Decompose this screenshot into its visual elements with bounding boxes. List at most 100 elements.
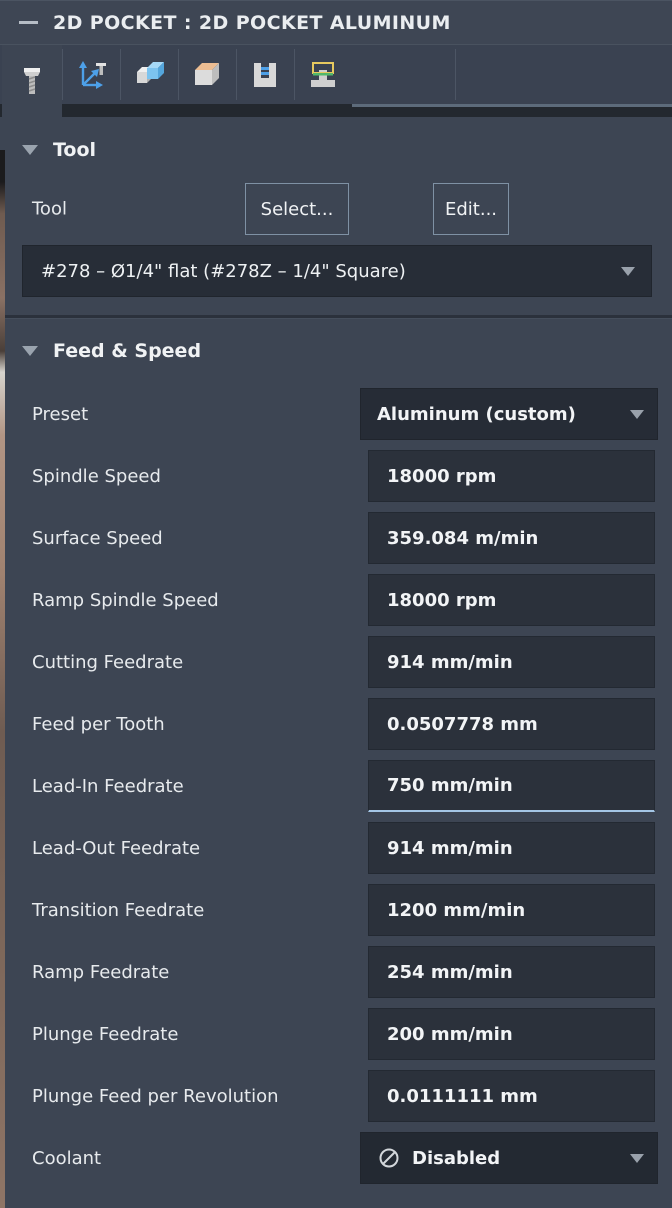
chevron-down-icon	[630, 1153, 644, 1163]
collapse-triangle-icon	[22, 346, 38, 356]
dropdown-text: Aluminum (custom)	[377, 403, 576, 425]
field-row: Plunge Feedrate 200 mm/min	[0, 1008, 672, 1060]
value-dropdown[interactable]: Aluminum (custom)	[360, 388, 658, 440]
value-text: 200 mm/min	[387, 1023, 513, 1045]
value-input[interactable]: 18000 rpm	[368, 450, 655, 502]
field-control: 18000 rpm	[360, 574, 672, 626]
tab-stock[interactable]	[294, 45, 352, 104]
value-input[interactable]: 200 mm/min	[368, 1008, 655, 1060]
stock-icon	[311, 61, 335, 87]
value-text: 0.0507778 mm	[387, 713, 538, 735]
value-input[interactable]: 0.0111111 mm	[368, 1070, 655, 1122]
field-row: Ramp Spindle Speed 18000 rpm	[0, 574, 672, 626]
field-label: Lead-In Feedrate	[32, 775, 184, 797]
dialog-title-bar: 2D POCKET : 2D POCKET ALUMINUM	[0, 0, 672, 45]
feed-speed-rows: Preset Aluminum (custom) Spindle Speed 1…	[0, 388, 672, 1184]
value-text: 254 mm/min	[387, 961, 513, 983]
tool-section-title: Tool	[53, 139, 97, 161]
disabled-icon	[379, 1148, 399, 1168]
dialog-title: 2D POCKET : 2D POCKET ALUMINUM	[53, 11, 451, 34]
field-row: Coolant Disabled	[0, 1132, 672, 1184]
field-label: Plunge Feedrate	[32, 1023, 179, 1045]
viewport-background-strip	[0, 150, 5, 1208]
tool-row: Tool Select... Edit...	[0, 183, 672, 235]
chevron-down-icon	[621, 266, 635, 276]
tab-passes[interactable]	[178, 45, 236, 104]
tool-section-header[interactable]: Tool	[22, 139, 672, 161]
field-label: Preset	[32, 403, 89, 425]
value-text: 18000 rpm	[387, 465, 497, 487]
value-input[interactable]: 914 mm/min	[368, 822, 655, 874]
field-row: Surface Speed 359.084 m/min	[0, 512, 672, 564]
value-text: 914 mm/min	[387, 837, 513, 859]
tool-dropdown[interactable]: #278 – Ø1/4" flat (#278Z – 1/4" Square)	[22, 245, 652, 297]
field-row: Feed per Tooth 0.0507778 mm	[0, 698, 672, 750]
tab-linking[interactable]	[236, 45, 294, 104]
tab-strip-divider	[455, 49, 456, 100]
value-text: 18000 rpm	[387, 589, 497, 611]
value-dropdown[interactable]: Disabled	[360, 1132, 658, 1184]
field-label: Surface Speed	[32, 527, 163, 549]
select-tool-button[interactable]: Select...	[245, 183, 349, 235]
field-row: Cutting Feedrate 914 mm/min	[0, 636, 672, 688]
field-label: Ramp Feedrate	[32, 961, 170, 983]
value-input[interactable]: 0.0507778 mm	[368, 698, 655, 750]
tab-strip	[0, 45, 672, 117]
field-row: Transition Feedrate 1200 mm/min	[0, 884, 672, 936]
field-row: Preset Aluminum (custom)	[0, 388, 672, 440]
tool-label: Tool	[32, 198, 67, 220]
field-row: Plunge Feed per Revolution 0.0111111 mm	[0, 1070, 672, 1122]
value-text: 0.0111111 mm	[387, 1085, 538, 1107]
field-control: 914 mm/min	[360, 636, 672, 688]
value-input[interactable]: 18000 rpm	[368, 574, 655, 626]
field-label: Spindle Speed	[32, 465, 161, 487]
field-control: 200 mm/min	[360, 1008, 672, 1060]
tool-dropdown-value: #278 – Ø1/4" flat (#278Z – 1/4" Square)	[41, 260, 406, 282]
geometry-icon	[79, 60, 106, 89]
linking-icon	[254, 62, 276, 87]
field-control: 914 mm/min	[360, 822, 672, 874]
field-label: Transition Feedrate	[32, 899, 205, 921]
field-control: 750 mm/min	[360, 760, 672, 812]
field-control: 1200 mm/min	[360, 884, 672, 936]
field-label: Lead-Out Feedrate	[32, 837, 201, 859]
tool-icon	[24, 68, 40, 94]
tab-strip-shadow	[0, 104, 672, 117]
field-control: 18000 rpm	[360, 450, 672, 502]
field-label: Plunge Feed per Revolution	[32, 1085, 279, 1107]
tab-tool[interactable]	[2, 45, 62, 117]
field-row: Ramp Feedrate 254 mm/min	[0, 946, 672, 998]
dropdown-text: Disabled	[412, 1147, 501, 1169]
chevron-down-icon	[630, 409, 644, 419]
edit-tool-button[interactable]: Edit...	[433, 183, 509, 235]
field-row: Lead-Out Feedrate 914 mm/min	[0, 822, 672, 874]
field-control: Aluminum (custom)	[360, 388, 672, 440]
heights-icon	[137, 61, 164, 83]
minimize-dash-icon[interactable]	[19, 21, 38, 24]
value-input[interactable]: 359.084 m/min	[368, 512, 655, 564]
field-control: 359.084 m/min	[360, 512, 672, 564]
field-control: 0.0507778 mm	[360, 698, 672, 750]
value-text: 914 mm/min	[387, 651, 513, 673]
value-input[interactable]: 914 mm/min	[368, 636, 655, 688]
field-label: Ramp Spindle Speed	[32, 589, 219, 611]
field-control: Disabled	[360, 1132, 672, 1184]
value-input[interactable]: 254 mm/min	[368, 946, 655, 998]
field-control: 0.0111111 mm	[360, 1070, 672, 1122]
collapse-triangle-icon	[22, 145, 38, 155]
field-row: Spindle Speed 18000 rpm	[0, 450, 672, 502]
section-separator	[0, 315, 672, 318]
field-control: 254 mm/min	[360, 946, 672, 998]
passes-icon	[195, 62, 219, 85]
value-text: 1200 mm/min	[387, 899, 526, 921]
value-input[interactable]: 1200 mm/min	[368, 884, 655, 936]
feed-speed-section-header[interactable]: Feed & Speed	[22, 340, 672, 362]
field-label: Cutting Feedrate	[32, 651, 184, 673]
tab-geometry[interactable]	[62, 45, 120, 104]
field-row: Lead-In Feedrate 750 mm/min	[0, 760, 672, 812]
value-text: 359.084 m/min	[387, 527, 539, 549]
tab-heights[interactable]	[120, 45, 178, 104]
field-label: Feed per Tooth	[32, 713, 165, 735]
value-input[interactable]: 750 mm/min	[368, 760, 655, 812]
